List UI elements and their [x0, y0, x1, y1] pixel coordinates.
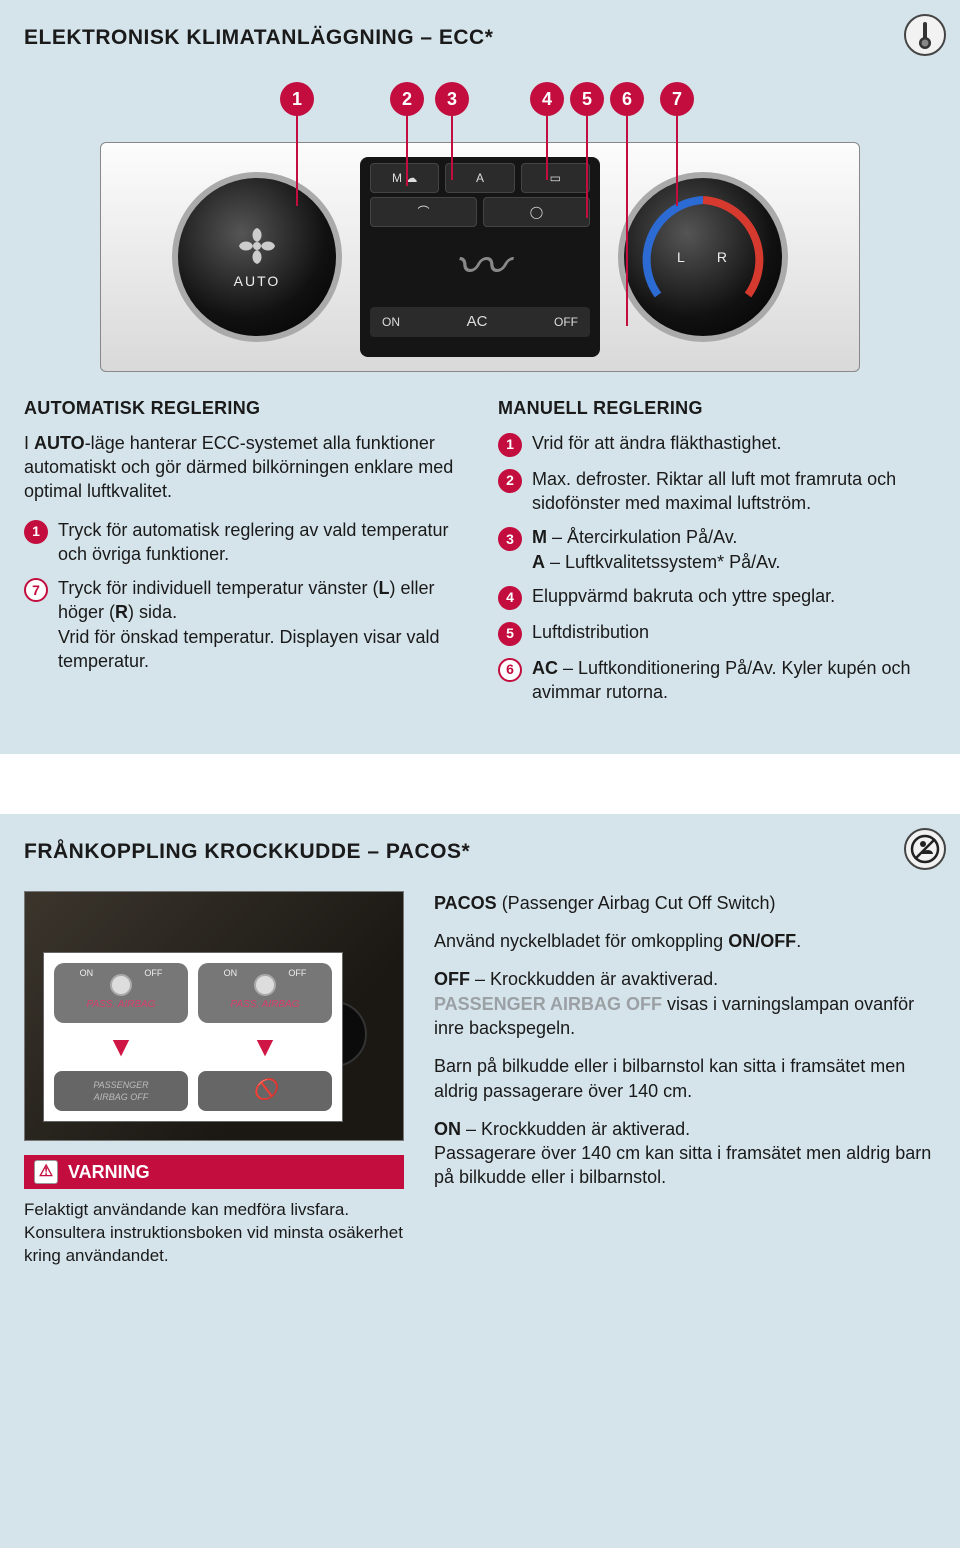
ecc-text-columns: AUTOMATISK REGLERING I AUTO-läge hantera… — [24, 396, 936, 714]
auto-item-7: 7 Tryck för individuell temperatur vänst… — [24, 576, 462, 673]
warning-body: Felaktigt användande kan medföra livsfar… — [24, 1199, 404, 1268]
ecc-right-column: MANUELL REGLERING 1 Vrid för att ändra f… — [498, 396, 936, 714]
man-item-2: 2 Max. defroster. Riktar all luft mot fr… — [498, 467, 936, 516]
marker-4-icon: 4 — [498, 586, 522, 610]
pacos-diagram-on: ONOFF PASS. AIRBAG ▼ 🚫 — [198, 963, 332, 1111]
pacos-diagram-off: ONOFF PASS. AIRBAG ▼ PASSENGER AIRBAG OF… — [54, 963, 188, 1111]
pacos-content: ONOFF PASS. AIRBAG ▼ PASSENGER AIRBAG OF… — [24, 891, 936, 1268]
thermometer-icon — [904, 14, 946, 56]
pacos-p1: PACOS (Passenger Airbag Cut Off Switch) — [434, 891, 936, 915]
callout-2: 2 — [390, 82, 424, 116]
man-item-6: 6 AC – Luftkonditionering På/Av. Kyler k… — [498, 656, 936, 705]
pacos-left-block: ONOFF PASS. AIRBAG ▼ PASSENGER AIRBAG OF… — [24, 891, 404, 1268]
ecc-section: ELEKTRONISK KLIMATANLÄGGNING – ECC* — [0, 0, 960, 754]
marker-7-icon: 7 — [24, 578, 48, 602]
passenger-airbag-off-text: PASSENGER AIRBAG OFF — [434, 994, 662, 1014]
marker-6-icon: 6 — [498, 658, 522, 682]
pacos-p3: OFF – Krockkudden är avaktiverad. PASSEN… — [434, 967, 936, 1040]
warning-label: VARNING — [68, 1160, 150, 1184]
lamp-icon-graphic: 🚫 — [198, 1071, 332, 1111]
man-item-3: 3 M – Återcirkulation På/Av. A – Luftkva… — [498, 525, 936, 574]
pacos-title: FRÅNKOPPLING KROCKKUDDE – PACOS* — [24, 838, 936, 866]
auto-item-7-text: Tryck för individuell temperatur vänster… — [58, 576, 462, 673]
airbag-off-icon — [904, 828, 946, 870]
man-item-2-text: Max. defroster. Riktar all luft mot fram… — [532, 467, 936, 516]
man-item-1-text: Vrid för att ändra fläkthastighet. — [532, 431, 781, 455]
man-item-6-text: AC – Luftkonditionering På/Av. Kyler kup… — [532, 656, 936, 705]
callout-4: 4 — [530, 82, 564, 116]
warning-bar: ⚠ VARNING — [24, 1155, 404, 1189]
marker-1b-icon: 1 — [498, 433, 522, 457]
man-item-1: 1 Vrid för att ändra fläkthastighet. — [498, 431, 936, 457]
auto-intro: I AUTO-läge hanterar ECC-systemet alla f… — [24, 431, 462, 504]
auto-heading: AUTOMATISK REGLERING — [24, 396, 462, 420]
man-item-5: 5 Luftdistribution — [498, 620, 936, 646]
auto-item-1-text: Tryck för automatisk reglering av vald t… — [58, 518, 462, 567]
callout-5: 5 — [570, 82, 604, 116]
arrow-down-icon: ▼ — [107, 1033, 135, 1061]
arrow-down-icon-2: ▼ — [251, 1033, 279, 1061]
temp-r-label: R — [717, 248, 729, 267]
man-item-5-text: Luftdistribution — [532, 620, 649, 644]
pacos-diagram: ONOFF PASS. AIRBAG ▼ PASSENGER AIRBAG OF… — [43, 952, 343, 1122]
switch-off-graphic: ONOFF PASS. AIRBAG — [54, 963, 188, 1023]
marker-3-icon: 3 — [498, 527, 522, 551]
ecc-figure: AUTO M ☁ A ▭ ⌒ ◯ 〰 ON AC OFF — [100, 82, 860, 372]
pacos-p2: Använd nyckelbladet för omkoppling ON/OF… — [434, 929, 936, 953]
man-item-3-text: M – Återcirkulation På/Av. A – Luftkvali… — [532, 525, 780, 574]
lamp-text-graphic: PASSENGER AIRBAG OFF — [54, 1071, 188, 1111]
marker-1-icon: 1 — [24, 520, 48, 544]
temp-l-label: L — [677, 248, 687, 267]
callout-6: 6 — [610, 82, 644, 116]
pacos-p4: Barn på bilkudde eller i bilbarnstol kan… — [434, 1054, 936, 1103]
manual-heading: MANUELL REGLERING — [498, 396, 936, 420]
marker-2-icon: 2 — [498, 469, 522, 493]
pacos-p5: ON – Krockkudden är aktiverad. Passagera… — [434, 1117, 936, 1190]
pacos-section: FRÅNKOPPLING KROCKKUDDE – PACOS* ONOFF P… — [0, 814, 960, 1547]
pacos-figure: ONOFF PASS. AIRBAG ▼ PASSENGER AIRBAG OF… — [24, 891, 404, 1141]
ecc-title: ELEKTRONISK KLIMATANLÄGGNING – ECC* — [24, 24, 936, 52]
man-item-4-text: Eluppvärmd bakruta och yttre speglar. — [532, 584, 835, 608]
callout-1: 1 — [280, 82, 314, 116]
ecc-left-column: AUTOMATISK REGLERING I AUTO-läge hantera… — [24, 396, 462, 714]
auto-item-1: 1 Tryck för automatisk reglering av vald… — [24, 518, 462, 567]
callout-3: 3 — [435, 82, 469, 116]
ecc-callouts: 1 2 3 4 5 6 7 — [100, 82, 860, 372]
switch-on-graphic: ONOFF PASS. AIRBAG — [198, 963, 332, 1023]
man-item-4: 4 Eluppvärmd bakruta och yttre speglar. — [498, 584, 936, 610]
pacos-right-column: PACOS (Passenger Airbag Cut Off Switch) … — [434, 891, 936, 1204]
callout-7: 7 — [660, 82, 694, 116]
warning-triangle-icon: ⚠ — [34, 1160, 58, 1184]
marker-5-icon: 5 — [498, 622, 522, 646]
